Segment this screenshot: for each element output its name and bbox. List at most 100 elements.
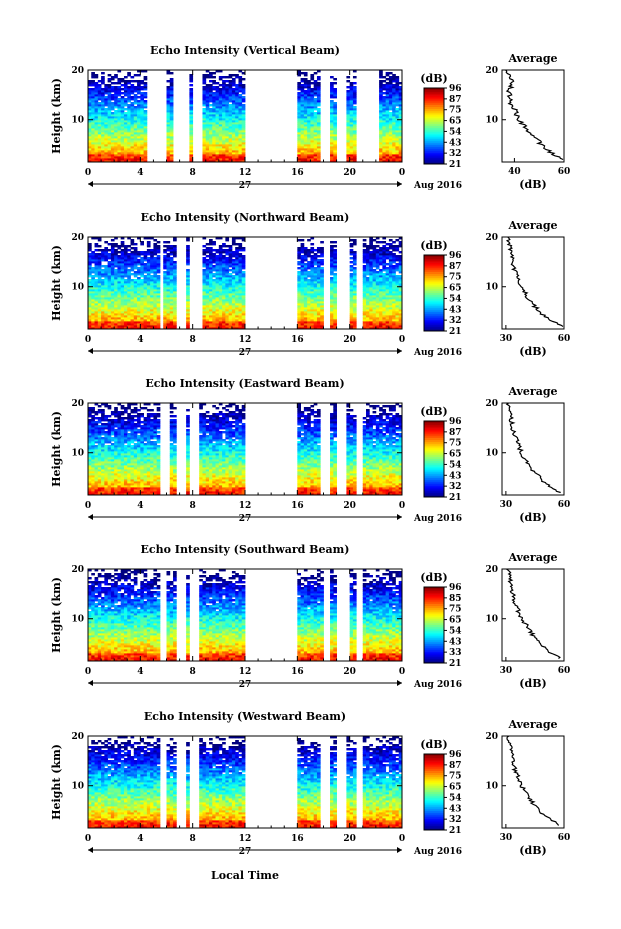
- heatmap-cell: [150, 267, 154, 270]
- heatmap-cell: [114, 317, 118, 320]
- heatmap-cell: [297, 108, 301, 111]
- heatmap-cell: [349, 98, 354, 101]
- heatmap-cell: [303, 82, 308, 85]
- heatmap-cell: [104, 305, 109, 308]
- heatmap-cell: [133, 253, 138, 256]
- heatmap-cell: [330, 102, 334, 105]
- heatmap-cell: [379, 253, 383, 256]
- heatmap-cell: [349, 116, 354, 119]
- heatmap-cell: [117, 152, 122, 155]
- heatmap-cell: [140, 132, 144, 135]
- heatmap-cell: [107, 311, 112, 314]
- heatmap-cell: [209, 84, 213, 87]
- heatmap-cell: [143, 76, 148, 79]
- heatmap-cell: [97, 120, 102, 123]
- heatmap-cell: [366, 267, 370, 270]
- heatmap-cell: [241, 321, 246, 324]
- heatmap-cell: [385, 299, 390, 302]
- heatmap-cell: [388, 90, 393, 93]
- heatmap-cell: [388, 132, 393, 135]
- heatmap-cell: [346, 106, 351, 109]
- heatmap-cell: [202, 249, 207, 252]
- heatmap-cell: [130, 311, 135, 314]
- heatmap-cell: [297, 122, 301, 125]
- heatmap-cell: [310, 237, 315, 240]
- heatmap-cell: [101, 116, 105, 119]
- heatmap-cell: [212, 281, 216, 284]
- heatmap-cell: [97, 299, 102, 302]
- heatmap-cell: [166, 100, 171, 103]
- heatmap-cell: [107, 321, 112, 324]
- heatmap: [88, 70, 403, 163]
- heatmap-cell: [120, 283, 125, 286]
- heatmap-cell: [123, 152, 128, 155]
- heatmap-cell: [130, 261, 135, 264]
- heatmap-cell: [231, 303, 236, 306]
- heatmap-cell: [101, 130, 105, 133]
- heatmap-cell: [140, 148, 144, 151]
- heatmap-cell: [156, 281, 161, 284]
- heatmap-cell: [120, 317, 125, 320]
- heatmap-cell: [238, 124, 243, 127]
- heatmap-cell: [241, 108, 246, 111]
- heatmap-cell: [231, 110, 236, 113]
- heatmap-cell: [225, 251, 230, 254]
- heatmap-cell: [235, 255, 239, 258]
- heatmap-cell: [212, 265, 216, 268]
- heatmap-cell: [238, 317, 243, 320]
- heatmap-cell: [352, 293, 357, 296]
- heatmap-cell: [300, 128, 305, 131]
- colorbar-step: [424, 274, 444, 277]
- heatmap-cell: [228, 257, 233, 260]
- heatmap-cell: [163, 261, 167, 264]
- heatmap-cell: [352, 90, 357, 93]
- heatmap-cell: [297, 257, 301, 260]
- heatmap-cell: [369, 279, 373, 282]
- heatmap-cell: [163, 307, 167, 310]
- heatmap-cell: [169, 150, 174, 153]
- heatmap-cell: [392, 112, 396, 115]
- heatmap-cell: [352, 128, 357, 131]
- heatmap-cell: [369, 277, 373, 280]
- heatmap-cell: [379, 315, 383, 318]
- heatmap-cell: [169, 122, 174, 125]
- heatmap-cell: [104, 259, 109, 262]
- heatmap-cell: [222, 124, 226, 127]
- heatmap-cell: [238, 108, 243, 111]
- heatmap-cell: [163, 283, 167, 286]
- heatmap-cell: [114, 283, 118, 286]
- heatmap-cell: [107, 110, 112, 113]
- heatmap-cell: [189, 124, 194, 127]
- heatmap-cell: [143, 104, 148, 107]
- heatmap-cell: [300, 323, 305, 326]
- heatmap-cell: [300, 245, 305, 248]
- heatmap-cell: [238, 142, 243, 145]
- heatmap-cell: [307, 100, 311, 103]
- colorbar-step: [424, 285, 444, 288]
- heatmap-cell: [382, 299, 387, 302]
- heatmap-cell: [130, 267, 135, 270]
- heatmap-cell: [169, 325, 174, 328]
- heatmap-cell: [218, 108, 223, 111]
- heatmap-cell: [300, 261, 305, 264]
- heatmap-cell: [166, 140, 171, 143]
- heatmap-cell: [392, 80, 396, 83]
- heatmap-cell: [123, 289, 128, 292]
- heatmap-cell: [127, 313, 131, 316]
- heatmap-cell: [379, 303, 383, 306]
- heatmap-cell: [231, 243, 236, 246]
- heatmap-cell: [382, 158, 387, 161]
- heatmap-cell: [300, 251, 305, 254]
- heatmap-cell: [127, 259, 131, 262]
- heatmap-cell: [218, 259, 223, 262]
- heatmap-cell: [127, 116, 131, 119]
- heatmap-cell: [97, 277, 102, 280]
- heatmap-cell: [133, 251, 138, 254]
- heatmap-cell: [307, 281, 311, 284]
- heatmap-cell: [379, 144, 383, 147]
- heatmap-cell: [307, 303, 311, 306]
- heatmap-cell: [313, 317, 318, 320]
- heatmap-cell: [392, 249, 396, 252]
- heatmap-cell: [212, 132, 216, 135]
- heatmap-cell: [97, 237, 102, 240]
